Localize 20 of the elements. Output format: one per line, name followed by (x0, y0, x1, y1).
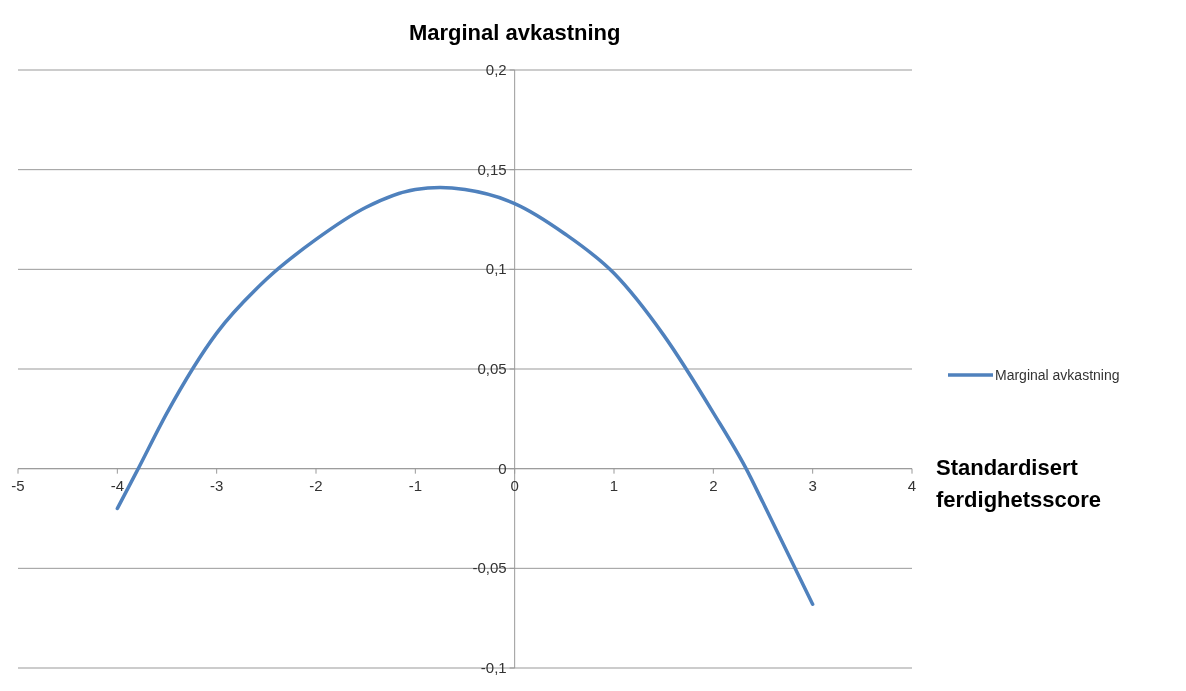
x-tick-label: -4 (110, 476, 125, 494)
x-tick-label: 3 (808, 476, 817, 494)
y-tick-label: 0,05 (477, 360, 507, 377)
x-tick-label: 1 (609, 476, 619, 494)
y-tick-label: 0,2 (485, 61, 507, 78)
x-tick-label: -2 (309, 476, 323, 494)
x-tick-label: 4 (907, 476, 917, 494)
y-tick-label: 0 (498, 459, 507, 477)
y-tick-label: 0,1 (485, 260, 507, 278)
y-tick-label: -0,1 (480, 659, 507, 676)
x-tick-label: 2 (709, 476, 718, 494)
chart-title: Marginal avkastning (408, 20, 621, 45)
x-axis-title: Standardisert ferdighetsscore (936, 454, 1102, 512)
x-tick-label: -1 (408, 476, 423, 494)
x-tick-label: 0 (510, 476, 519, 494)
legend-label: Marginal avkastning (995, 367, 1120, 383)
y-tick-label: 0,15 (477, 160, 507, 178)
y-tick-label: -0,05 (472, 559, 507, 577)
x-tick-label: -3 (209, 476, 224, 494)
x-tick-label: -5 (11, 476, 25, 494)
